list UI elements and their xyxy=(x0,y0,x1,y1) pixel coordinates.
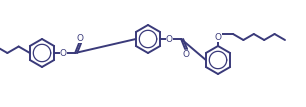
Text: O: O xyxy=(76,33,84,42)
Text: O: O xyxy=(215,33,222,42)
Text: O: O xyxy=(60,48,67,57)
Text: O: O xyxy=(166,34,173,44)
Text: O: O xyxy=(183,50,190,59)
